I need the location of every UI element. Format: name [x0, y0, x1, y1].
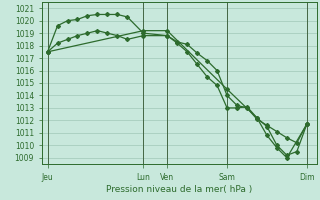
X-axis label: Pression niveau de la mer( hPa ): Pression niveau de la mer( hPa ): [106, 185, 252, 194]
